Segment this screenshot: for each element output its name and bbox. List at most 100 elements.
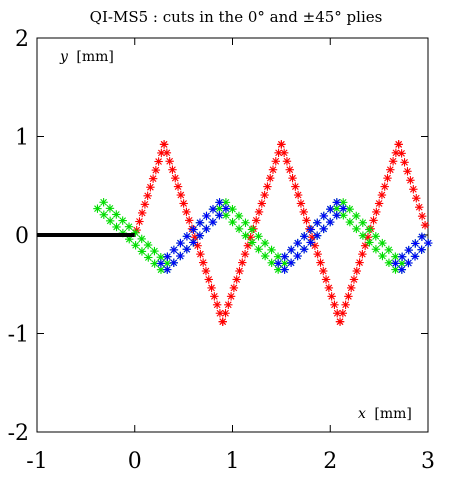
series xyxy=(93,198,433,274)
data-point xyxy=(424,238,433,248)
data-point xyxy=(293,251,302,261)
data-point xyxy=(146,183,155,192)
x-axis-label: x [mm] xyxy=(358,406,412,422)
data-point xyxy=(93,204,102,213)
data-point xyxy=(282,157,292,166)
data-point xyxy=(208,204,218,214)
data-point xyxy=(293,190,303,200)
data-point xyxy=(293,238,302,248)
data-point xyxy=(151,165,161,175)
y-tick-label: -1 xyxy=(8,323,29,348)
data-point xyxy=(234,224,244,234)
data-point xyxy=(137,234,146,244)
data-point xyxy=(313,218,322,227)
data-point xyxy=(268,165,278,174)
data-point xyxy=(198,258,208,267)
data-point xyxy=(378,251,387,261)
data-point xyxy=(391,259,400,268)
data-point xyxy=(185,216,194,225)
data-point xyxy=(105,216,115,226)
data-point xyxy=(411,239,420,248)
y-tick-label: 0 xyxy=(15,224,29,249)
x-tick-label: 3 xyxy=(421,449,435,474)
data-point xyxy=(254,232,263,241)
data-point xyxy=(302,216,311,225)
data-point xyxy=(156,265,166,274)
data-point xyxy=(228,217,237,227)
data-point xyxy=(267,245,276,255)
data-point xyxy=(319,211,328,221)
x-tick-label: -1 xyxy=(26,449,47,474)
data-point xyxy=(378,238,387,248)
data-point xyxy=(410,252,420,261)
data-point xyxy=(162,148,172,158)
data-point xyxy=(306,238,315,247)
data-point xyxy=(254,207,264,217)
data-point xyxy=(324,283,334,293)
data-point xyxy=(404,258,413,268)
data-point xyxy=(260,251,270,261)
data-point xyxy=(105,204,115,213)
data-point xyxy=(341,300,350,309)
data-point xyxy=(165,157,174,166)
data-point xyxy=(189,225,198,234)
data-point xyxy=(163,252,172,261)
data-point xyxy=(277,140,286,149)
series xyxy=(132,140,430,326)
data-point xyxy=(226,292,236,301)
data-point xyxy=(182,232,192,241)
data-point xyxy=(345,217,355,227)
data-point xyxy=(291,182,300,191)
data-point xyxy=(156,259,166,268)
data-point xyxy=(196,249,205,259)
data-point xyxy=(148,174,158,183)
data-point xyxy=(112,210,121,219)
data-point xyxy=(352,211,361,221)
x-axis-unit: [mm] xyxy=(374,406,411,422)
data-point xyxy=(286,258,296,268)
data-point xyxy=(218,317,227,326)
data-point xyxy=(169,258,178,268)
data-point xyxy=(346,283,356,293)
data-point xyxy=(99,198,108,207)
data-point xyxy=(397,252,407,261)
data-point xyxy=(332,198,342,207)
axis-ticks xyxy=(36,37,429,433)
series-layer xyxy=(37,140,433,326)
data-point xyxy=(412,194,421,203)
data-point xyxy=(143,191,152,200)
data-point xyxy=(327,292,336,301)
data-point xyxy=(358,231,368,240)
data-point xyxy=(159,140,169,149)
data-point xyxy=(369,216,378,225)
data-point xyxy=(365,225,374,234)
data-point xyxy=(417,211,427,221)
data-point xyxy=(384,245,394,255)
x-tick-label: 0 xyxy=(128,449,142,474)
data-point xyxy=(352,266,361,276)
data-point xyxy=(201,266,211,276)
data-point xyxy=(355,258,364,267)
data-point xyxy=(195,218,205,227)
data-point xyxy=(171,173,180,183)
data-point xyxy=(169,245,179,255)
x-tick-label: 2 xyxy=(323,449,337,474)
data-point xyxy=(204,275,213,284)
data-point xyxy=(124,222,134,231)
data-point xyxy=(300,232,309,241)
data-point xyxy=(383,173,392,183)
series xyxy=(156,198,433,274)
data-point xyxy=(263,182,272,191)
data-point xyxy=(319,224,328,234)
data-point xyxy=(150,246,159,256)
data-point xyxy=(384,258,394,268)
data-point xyxy=(388,157,398,166)
data-point xyxy=(325,217,335,227)
y-axis-var: y xyxy=(59,49,69,65)
data-point xyxy=(316,258,325,267)
data-point xyxy=(241,231,250,240)
data-point xyxy=(210,292,219,301)
data-point xyxy=(417,232,427,242)
data-point xyxy=(137,247,147,256)
data-point xyxy=(118,216,127,225)
